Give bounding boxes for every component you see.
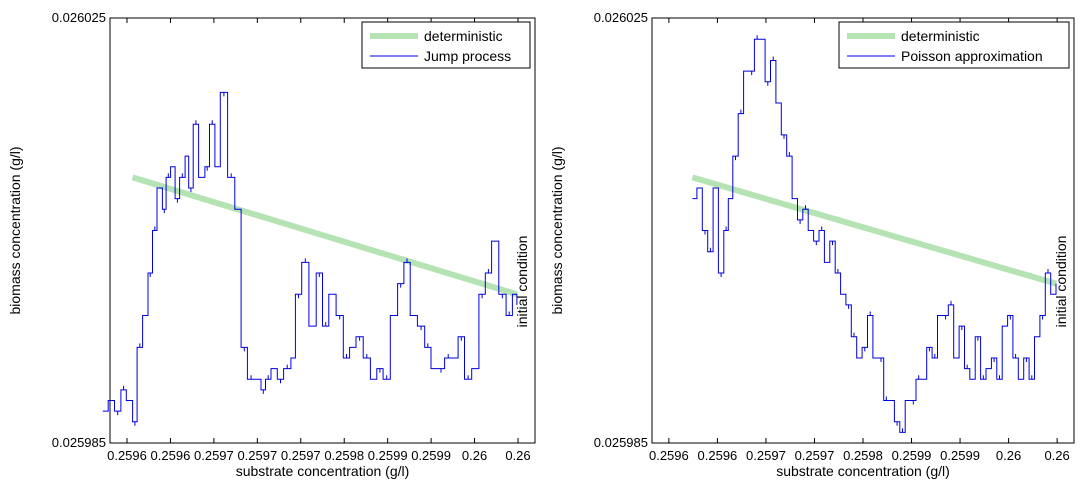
stochastic-line	[102, 91, 518, 426]
legend-label: deterministic	[424, 28, 503, 44]
x-tick-label: 0.2597	[746, 448, 786, 463]
x-axis-label: substrate concentration (g/l)	[776, 463, 950, 479]
x-tick-label: 0.2597	[795, 448, 835, 463]
legend: deterministic Poisson approximation	[838, 21, 1070, 69]
x-tick-label: 0.2597	[194, 448, 234, 463]
x-tick-label: 0.2596	[107, 448, 147, 463]
x-tick-label: 0.2599	[411, 448, 451, 463]
chart-panel-1: 0.2596 0.2596 0.2597 0.2597 0.2597 0.2598 0.25…	[7, 10, 536, 479]
x-tick-label: 0.26	[462, 448, 487, 463]
stochastic-line	[692, 35, 1057, 433]
x-tick-label: 0.2599	[940, 448, 980, 463]
y-tick-label-bottom: 0.025985	[594, 435, 648, 450]
legend: deterministic Jump process	[361, 21, 531, 69]
plot-area	[651, 17, 1075, 444]
legend-label: Poisson approximation	[901, 48, 1043, 64]
x-tick-label: 0.26	[996, 448, 1021, 463]
legend-box	[361, 21, 531, 69]
x-tick-label: 0.2596	[698, 448, 738, 463]
x-tick-label: 0.2597	[237, 448, 277, 463]
y-axis-label: biomass concentration (g/l)	[549, 146, 565, 314]
x-tick-label: 0.2596	[151, 448, 191, 463]
annotation-initial-condition: initial condition	[1053, 236, 1069, 328]
x-tick-label: 0.2599	[368, 448, 408, 463]
legend-label: deterministic	[901, 28, 980, 44]
deterministic-line	[691, 174, 1057, 287]
y-axis-label: biomass concentration (g/l)	[7, 146, 23, 314]
x-tick-label: 0.2598	[324, 448, 364, 463]
legend-label: Jump process	[424, 48, 511, 64]
x-axis-label: substrate concentration (g/l)	[236, 463, 410, 479]
x-tick-label: 0.2599	[892, 448, 932, 463]
y-tick-label-top: 0.026025	[52, 10, 106, 25]
y-tick-label-top: 0.026025	[594, 10, 648, 25]
x-tick-label: 0.2596	[649, 448, 689, 463]
deterministic-line	[131, 174, 518, 298]
x-tick-label: 0.26	[505, 448, 530, 463]
x-tick-label: 0.2598	[843, 448, 883, 463]
x-tick-label: 0.26	[1044, 448, 1069, 463]
legend-box	[838, 21, 1070, 69]
annotation-initial-condition: initial condition	[514, 236, 530, 328]
chart-panel-2: 0.2596 0.2596 0.2597 0.2597 0.2598 0.2599 0.25…	[549, 10, 1075, 479]
x-tick-label: 0.2597	[281, 448, 321, 463]
y-tick-label-bottom: 0.025985	[52, 435, 106, 450]
